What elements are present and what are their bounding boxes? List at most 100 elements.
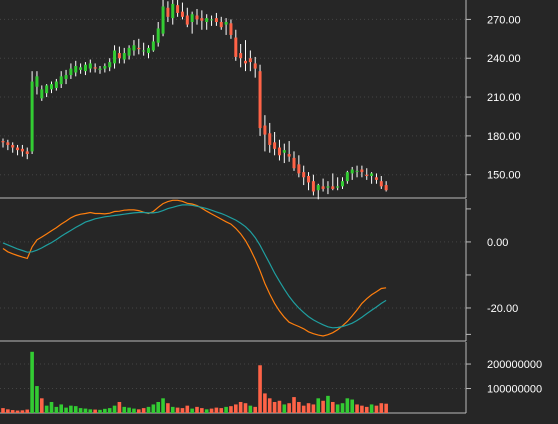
volume-bar-down: [180, 408, 185, 413]
volume-bar-down: [93, 409, 97, 413]
candle-body-down: [16, 147, 20, 151]
volume-bar-up: [369, 404, 374, 413]
candle-body-down: [292, 157, 296, 169]
candle-body-down: [239, 53, 243, 59]
volume-bar-down: [277, 400, 282, 413]
volume-bar-up: [248, 405, 253, 413]
candle-body-up: [355, 170, 359, 172]
volume-bar-down: [355, 404, 359, 413]
candle-body-down: [277, 147, 281, 156]
volume-bar-up: [224, 406, 228, 413]
candle-body-down: [311, 181, 315, 192]
candle-body-down: [166, 7, 170, 17]
candle-body-up: [59, 76, 63, 85]
candle-body-down: [176, 5, 180, 13]
volume-bar-down: [331, 401, 335, 413]
volume-bar-down: [175, 407, 180, 413]
volume-bar-down: [258, 365, 262, 413]
candle-body-up: [142, 50, 146, 52]
volume-bar-up: [335, 404, 340, 413]
candle-body-up: [171, 3, 175, 19]
volume-bar-down: [209, 408, 214, 413]
candle-body-down: [374, 177, 378, 180]
candle-body-down: [379, 181, 383, 187]
volume-bar-up: [156, 401, 160, 413]
volume-bar-down: [364, 406, 369, 413]
candle-body-up: [350, 169, 354, 174]
candle-body-down: [258, 71, 262, 129]
volume-bar-up: [30, 351, 34, 413]
volume-bar-down: [195, 406, 199, 413]
candle-body-down: [321, 186, 325, 189]
candle-body-down: [302, 172, 306, 178]
volume-bar-up: [161, 398, 165, 413]
volume-bar-down: [243, 403, 248, 413]
volume-bar-down: [287, 403, 291, 413]
volume-bar-down: [321, 400, 325, 413]
candle-body-up: [54, 81, 58, 88]
candle-body-up: [336, 186, 340, 188]
volume-bar-down: [200, 408, 204, 413]
volume-bar-down: [253, 406, 257, 413]
candle-body-up: [316, 185, 320, 191]
candle-body-up: [35, 76, 39, 87]
volume-bar-up: [103, 408, 107, 413]
volume-bar-up: [127, 407, 131, 413]
candle-body-down: [20, 148, 24, 152]
candle-body-up: [326, 186, 330, 188]
volume-bar-down: [272, 401, 277, 413]
candle-body-up: [282, 150, 286, 153]
volume-bar-up: [204, 409, 209, 413]
macd-tick-label: -20.00: [487, 303, 518, 315]
candle-body-up: [122, 53, 126, 60]
volume-bar-down: [137, 409, 141, 413]
macd-tick-label: 0.00: [487, 237, 508, 249]
volume-bar-down: [267, 398, 272, 413]
volume-bar-down: [238, 401, 243, 413]
candle-body-up: [64, 75, 68, 79]
candle-body-down: [263, 125, 267, 135]
volume-bar-down: [166, 403, 170, 413]
volume-bar-down: [117, 401, 122, 413]
macd-line: [2, 199, 387, 337]
volume-bar-down: [10, 410, 15, 413]
volume-bar-down: [219, 408, 224, 413]
volume-bar-down: [25, 409, 30, 413]
candle-body-up: [30, 81, 34, 152]
candle-body-down: [93, 67, 97, 69]
volume-bar-up: [49, 401, 54, 413]
volume-bar-up: [98, 409, 102, 413]
price-tick-label: 270.00: [487, 14, 521, 26]
candle-body-down: [137, 47, 141, 50]
signal-line: [2, 204, 387, 329]
volume-bar-up: [190, 408, 194, 413]
volume-bar-up: [69, 405, 73, 413]
candle-body-down: [234, 37, 238, 57]
volume-tick-label: 200000000: [487, 359, 542, 371]
volume-bar-up: [345, 398, 350, 413]
candle-body-up: [88, 63, 92, 69]
candle-body-up: [345, 172, 349, 182]
candle-body-down: [384, 185, 388, 191]
volume-bar-down: [379, 403, 384, 413]
candle-body-down: [287, 154, 291, 157]
candle-body-down: [297, 164, 301, 174]
volume-bar-down: [301, 405, 306, 413]
candle-body-up: [161, 6, 165, 34]
candle-body-up: [69, 68, 73, 76]
volume-bar-down: [292, 397, 296, 413]
volume-bar-up: [151, 404, 156, 413]
candle-body-up: [190, 14, 194, 22]
candle-body-down: [200, 18, 204, 21]
candle-body-down: [6, 142, 10, 145]
candle-body-up: [108, 62, 112, 68]
candle-body-up: [210, 19, 214, 21]
candle-body-up: [151, 41, 155, 51]
volume-bar-up: [44, 405, 49, 413]
candle-body-up: [98, 68, 102, 70]
candle-body-down: [268, 133, 272, 145]
candle-body-up: [113, 50, 117, 64]
volume-bar-up: [326, 395, 330, 413]
